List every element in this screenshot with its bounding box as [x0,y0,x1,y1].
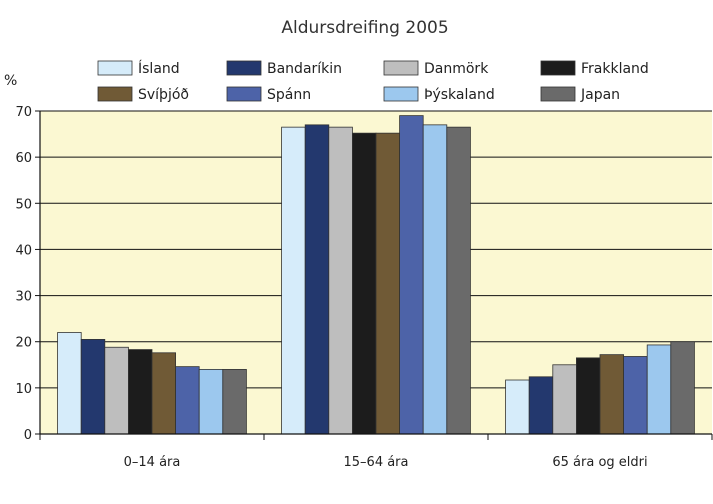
axes [39,111,712,435]
bar [399,115,424,435]
bar [351,132,377,435]
bar [57,332,82,435]
bar [304,124,330,435]
bar [222,368,247,435]
legend-swatch [540,60,576,76]
legend: Ísland Bandaríkin Danmörk Frakkland Svíþjóð S… [97,60,649,103]
y-axis-unit-label: % [4,73,17,89]
bar [127,349,153,435]
x-category-label: 65 ára og eldri [552,455,647,470]
bar [576,357,601,435]
legend-label: Ísland [138,60,180,77]
legend-label: Bandaríkin [267,61,342,77]
bar [80,339,106,435]
bar [528,376,554,435]
bar [552,364,577,435]
y-tick-label: 0 [24,428,32,443]
legend-label: Danmörk [424,61,489,77]
legend-swatch [540,86,576,102]
x-category-label: 0–14 ára [124,455,181,470]
legend-label: Japan [580,87,620,103]
y-tick-label: 20 [15,336,32,351]
x-axis-ticks: 0–14 ára 15–64 ára 65 ára og eldri [39,434,713,470]
bar [670,341,695,435]
bars [57,115,695,435]
legend-swatch [383,86,419,102]
bar [104,346,129,435]
legend-swatch [97,60,133,76]
bar [198,368,224,435]
y-tick-label: 30 [15,290,32,305]
bar [599,354,625,435]
y-tick-label: 10 [15,382,32,397]
bar [375,132,401,435]
legend-swatch [226,86,262,102]
x-category-label: 15–64 ára [344,455,409,470]
bar [281,126,306,435]
y-tick-label: 50 [15,197,32,212]
bar [646,344,672,435]
legend-label: Frakkland [581,61,649,77]
y-axis-ticks: 0 10 20 30 40 50 60 70 [15,105,40,443]
legend-swatch [383,60,419,76]
y-tick-label: 70 [15,105,32,120]
bar [446,126,471,435]
bar [623,356,648,435]
legend-label: Þýskaland [424,87,495,103]
legend-swatch [226,60,262,76]
chart-title: Aldursdreifing 2005 [281,18,448,38]
bar [505,379,530,435]
y-tick-label: 60 [15,151,32,166]
bar [151,352,177,435]
bar [422,124,448,435]
legend-label: Spánn [267,87,311,103]
legend-swatch [97,86,133,102]
bar [175,366,200,435]
legend-label: Svíþjóð [138,87,189,103]
bar [328,126,353,435]
y-tick-label: 40 [15,243,32,258]
